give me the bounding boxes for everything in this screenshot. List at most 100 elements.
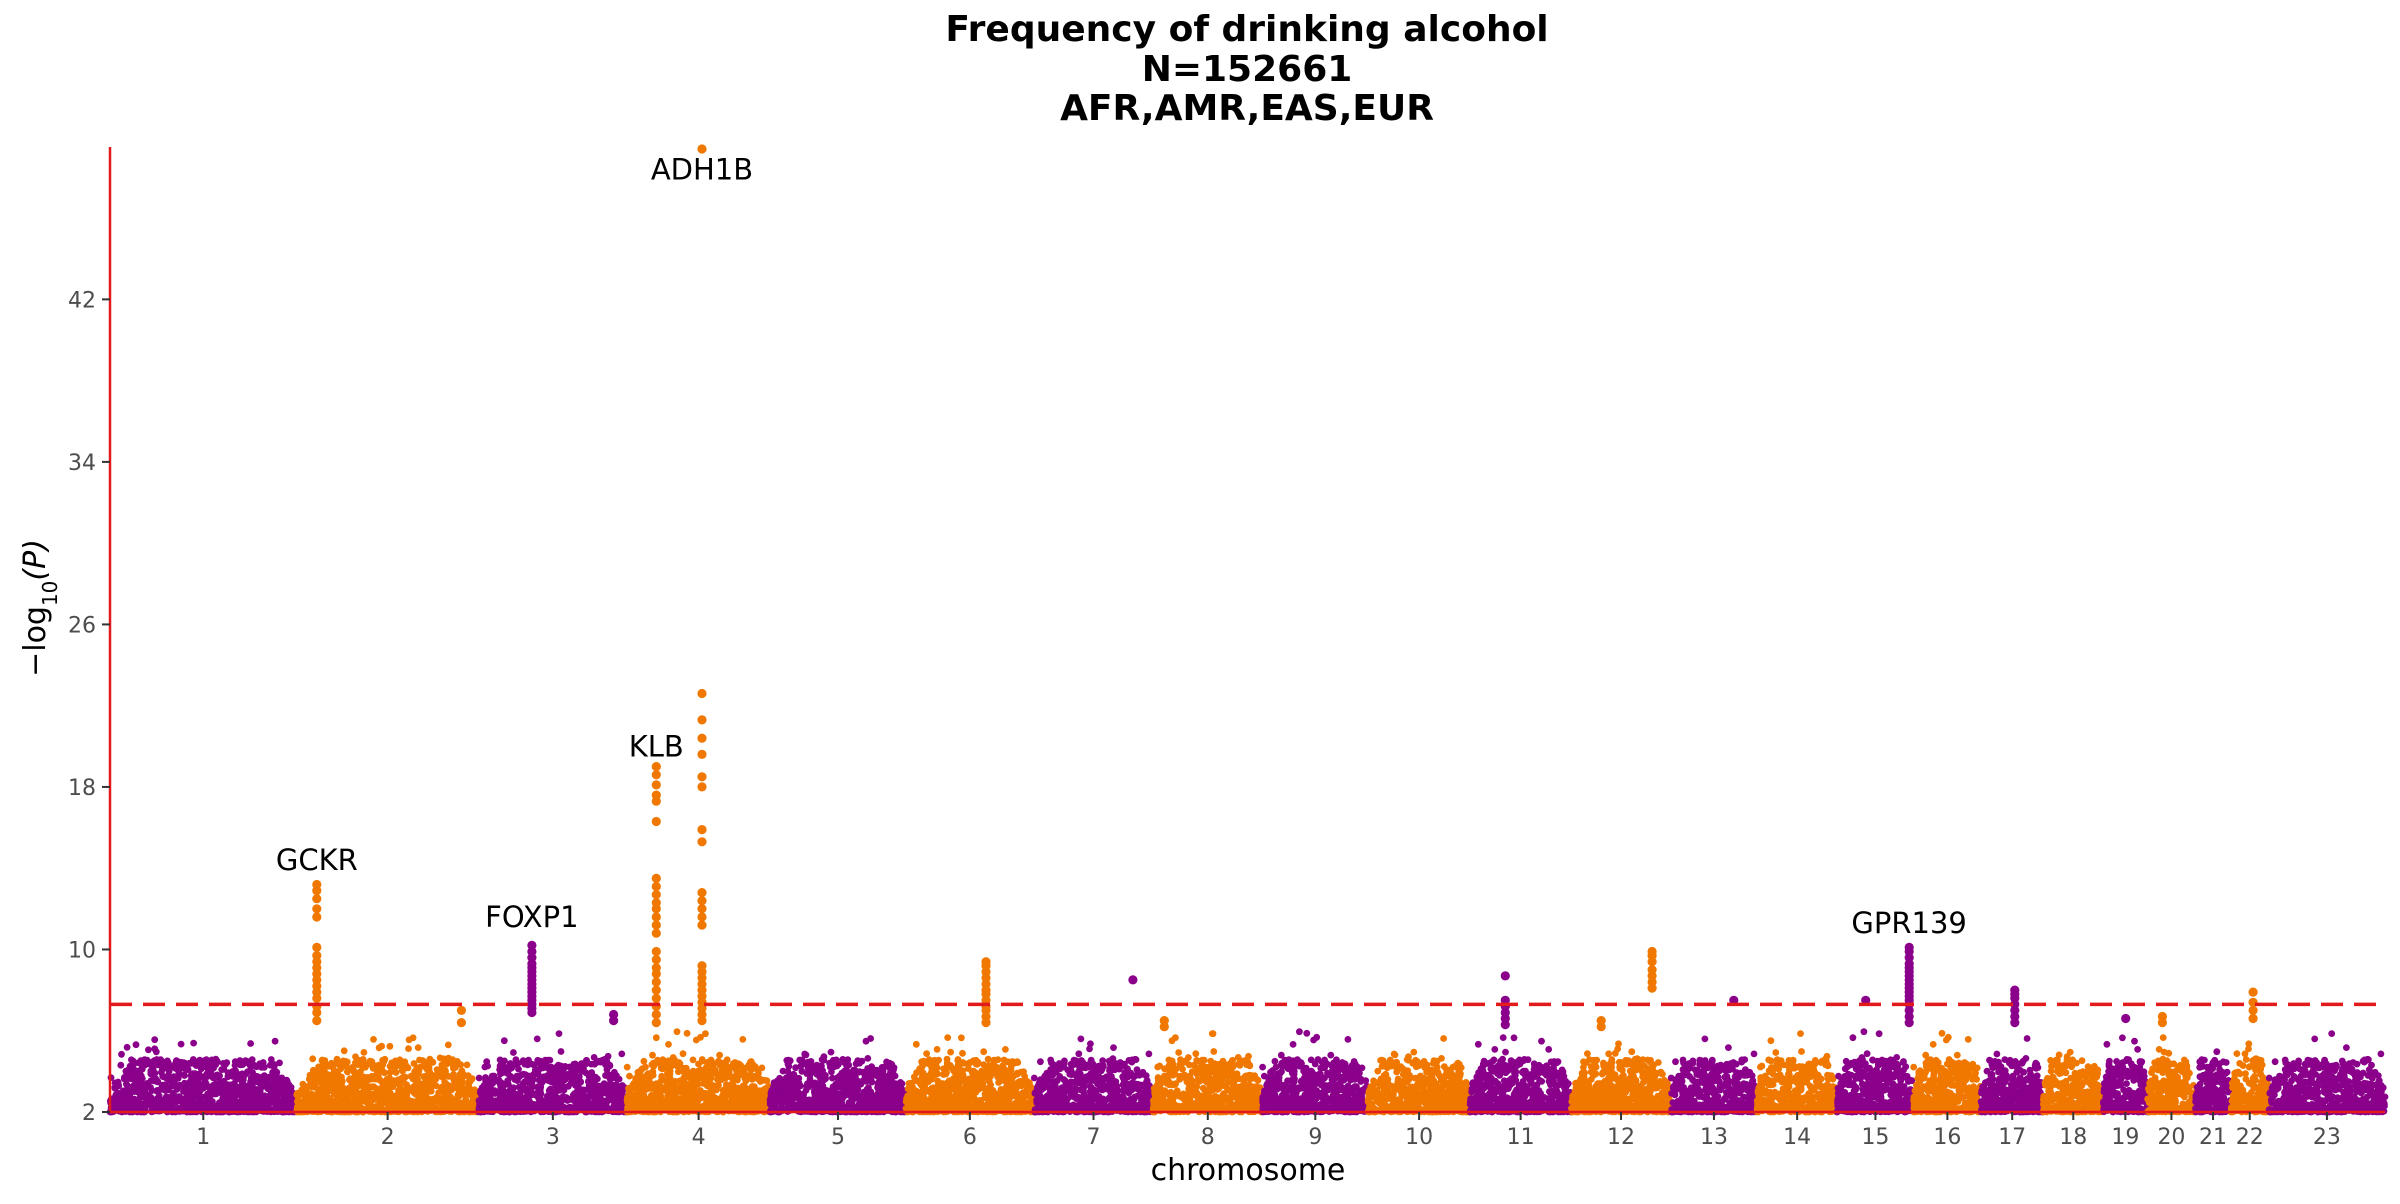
snp-point [806,1072,814,1079]
snp-point [449,1056,456,1063]
snp-point [749,1087,756,1095]
snp-point [729,1081,737,1089]
snp-point [190,1039,198,1047]
snp-point [781,1084,788,1091]
snp-point [283,1087,291,1094]
snp-point [157,1086,165,1093]
snp-point [148,1101,156,1108]
snp-point [142,1084,149,1092]
snp-point [575,1073,583,1080]
snp-point [436,1054,444,1062]
snp-point [576,1085,583,1093]
snp-point [947,1048,954,1056]
snp-point [260,1092,267,1100]
snp-point [463,1061,471,1069]
snp-point [912,1040,920,1048]
snp-point [727,1090,735,1098]
snp-point [758,1064,766,1072]
snp-point [746,1103,754,1111]
snp-point [499,1068,506,1076]
snp-point [145,1046,152,1054]
snp-point [386,1094,393,1101]
snp-point [350,1085,357,1093]
snp-point [822,1095,830,1103]
snp-point [180,1071,188,1079]
snp-point [590,1054,598,1061]
snp-point [159,1104,166,1112]
snp-point [694,1091,701,1098]
snp-point [212,1080,220,1087]
snp-point [208,1087,216,1095]
snp-point [421,1059,428,1067]
snp-point [134,1067,142,1075]
snp-point [111,1085,119,1092]
snp-point [866,1094,873,1101]
snp-point [701,1089,709,1097]
snp-point [238,1104,246,1112]
snp-point [655,1088,662,1095]
snp-point [422,1079,430,1087]
snp-point [442,1086,449,1094]
snp-point [213,1071,221,1079]
snp-point [827,1048,835,1056]
snp-point [700,1070,708,1078]
snp-point [565,1104,573,1111]
snp-point [652,1034,660,1042]
snp-point [244,1103,252,1111]
snp-point [641,1093,648,1101]
snp-point [883,1058,890,1066]
snp-point [852,1060,860,1068]
snp-point [234,1071,242,1078]
snp-point [481,1063,489,1071]
snp-point [692,1036,700,1044]
snp-point [180,1082,188,1090]
snp-point [271,1037,279,1045]
snp-point [683,1029,691,1037]
snp-point [305,1075,313,1083]
snp-point [716,1051,723,1059]
snp-point [524,1085,532,1093]
snp-point [660,1059,667,1067]
snp-point [559,1093,567,1100]
snp-point [537,1099,545,1106]
chart-title: Frequency of drinking alcohol N=152661 A… [945,9,1548,129]
snp-point [360,1049,368,1056]
snp-point [322,1096,330,1103]
snp-point [525,1072,533,1080]
snp-point [462,1088,470,1096]
snp-point [283,1080,290,1088]
snp-point [272,1092,280,1100]
snp-point [700,1078,708,1086]
snp-point [636,1078,643,1085]
snp-point [496,1056,504,1064]
snp-point [319,1059,327,1067]
snp-point [421,1098,429,1106]
snp-point [833,1060,841,1068]
snp-point [672,1078,679,1085]
snp-point [508,1088,515,1096]
snp-point [690,1081,698,1089]
snp-point [150,1057,158,1064]
snp-point [366,1083,374,1091]
snp-point [340,1047,348,1055]
snp-point [624,1093,631,1101]
snp-point [299,1080,307,1088]
snp-point [959,1049,966,1057]
snp-point [623,1063,631,1071]
snp-point [386,1062,394,1070]
snp-point [679,1050,687,1058]
snp-point [857,1094,865,1102]
snp-point [443,1056,450,1064]
snp-point [604,1097,612,1105]
snp-point [634,1085,642,1092]
snp-point [734,1060,742,1068]
snp-point [227,1092,235,1100]
snp-point [794,1101,802,1109]
snp-point [123,1075,131,1083]
snp-point [143,1091,150,1099]
snp-point [197,1083,205,1090]
snp-point [151,1036,159,1044]
snp-point [123,1101,130,1109]
